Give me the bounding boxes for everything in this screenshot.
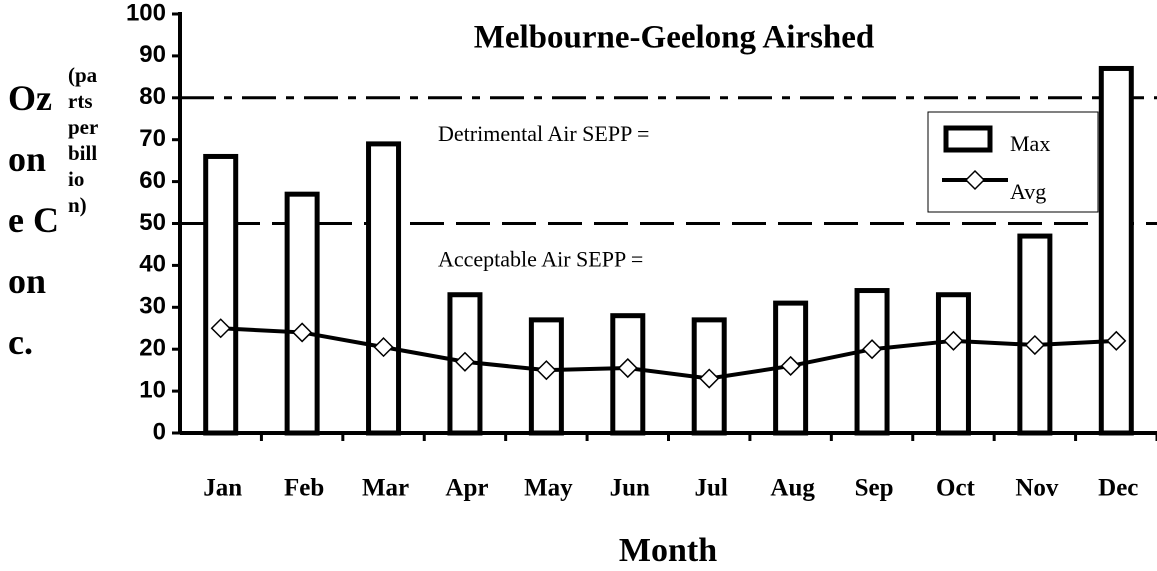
y-tick-label: 30 [139, 293, 166, 320]
marker [943, 330, 964, 351]
x-tick-label: Oct [936, 475, 976, 502]
marker [292, 322, 313, 343]
legend-label: Avg [1010, 179, 1046, 204]
reference-label: Acceptable Air SEPP = [438, 247, 643, 272]
y-axis-label: Ozone Conc. [8, 78, 59, 362]
marker [617, 357, 638, 379]
y-tick-label: 40 [139, 251, 166, 278]
bar [366, 141, 402, 436]
x-tick-label: Jul [695, 475, 728, 502]
marker [780, 355, 801, 377]
y-tick-label: 70 [139, 125, 166, 152]
y-tick-label: 80 [139, 83, 166, 110]
x-tick-label: Apr [445, 475, 488, 502]
chart-title: Melbourne-Geelong Airshed [474, 20, 875, 56]
x-tick-label: Mar [362, 475, 409, 502]
x-tick-label: Jan [203, 475, 242, 502]
legend-swatch [943, 125, 993, 153]
x-tick-label: Sep [855, 475, 894, 502]
bar [935, 292, 971, 436]
y-tick-label: 10 [139, 376, 166, 403]
y-tick-label: 100 [126, 0, 166, 26]
marker [536, 360, 557, 381]
x-tick-label: Aug [770, 475, 815, 502]
y-tick-label: 20 [139, 335, 166, 362]
legend-marker [964, 169, 986, 191]
marker [1024, 334, 1045, 356]
line [220, 326, 1117, 381]
x-tick-label: May [524, 475, 573, 502]
x-tick-label: Jun [610, 475, 650, 502]
bar [203, 153, 239, 436]
y-tick-label: 90 [139, 41, 166, 68]
x-tick-label: Dec [1098, 475, 1138, 502]
bar [1098, 65, 1134, 436]
x-axis-label: Month [619, 532, 717, 569]
marker [454, 351, 476, 372]
marker [699, 368, 720, 389]
y-axis-units: (parts per billion) [68, 63, 98, 217]
legend-label: Max [1010, 131, 1050, 156]
reference-label: Detrimental Air SEPP = [438, 121, 649, 146]
y-tick-label: 60 [139, 167, 166, 194]
bar [1017, 233, 1053, 436]
y-tick-label: 0 [153, 418, 166, 445]
marker [1106, 330, 1127, 351]
bar [284, 191, 320, 436]
marker [210, 318, 231, 339]
bar [854, 288, 890, 436]
y-tick-label: 50 [139, 209, 166, 236]
x-tick-label: Feb [284, 475, 324, 502]
x-tick-label: Nov [1015, 475, 1059, 502]
marker [861, 339, 883, 360]
marker [373, 337, 394, 358]
